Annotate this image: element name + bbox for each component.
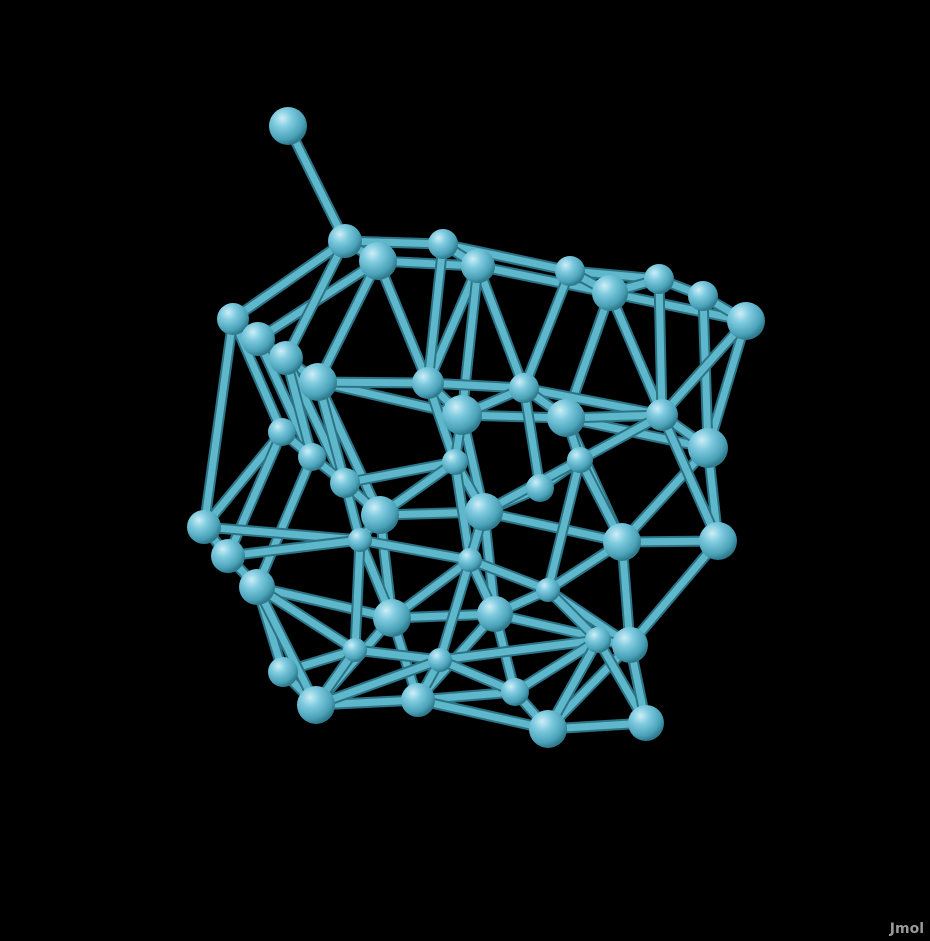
atom bbox=[477, 596, 513, 632]
atom bbox=[442, 395, 482, 435]
bond bbox=[374, 257, 432, 387]
bond bbox=[351, 536, 364, 654]
bond bbox=[436, 636, 602, 664]
atom bbox=[428, 648, 452, 672]
atom bbox=[299, 363, 337, 401]
atom bbox=[644, 264, 674, 294]
bond bbox=[436, 556, 474, 664]
atom bbox=[465, 493, 503, 531]
bond bbox=[229, 237, 349, 323]
bond bbox=[200, 315, 237, 531]
atom bbox=[217, 303, 249, 335]
atom bbox=[268, 418, 296, 446]
bond bbox=[424, 262, 482, 387]
bond bbox=[284, 122, 349, 245]
bond bbox=[439, 240, 574, 275]
bond bbox=[414, 696, 552, 733]
atom bbox=[585, 627, 611, 653]
atom bbox=[428, 229, 458, 259]
atom bbox=[603, 523, 641, 561]
atom bbox=[343, 638, 367, 662]
atom bbox=[269, 107, 307, 145]
bond bbox=[658, 317, 750, 419]
bond bbox=[224, 536, 364, 560]
atom bbox=[269, 341, 303, 375]
bond bbox=[606, 289, 750, 325]
bond bbox=[424, 379, 528, 392]
atom bbox=[592, 275, 628, 311]
bond bbox=[704, 317, 750, 452]
atom bbox=[187, 510, 221, 544]
atom bbox=[298, 443, 326, 471]
jmol-watermark: Jmol bbox=[889, 921, 924, 937]
atom bbox=[241, 322, 275, 356]
bond bbox=[520, 267, 574, 392]
bond bbox=[356, 536, 474, 564]
bond bbox=[544, 456, 584, 594]
bond bbox=[282, 354, 316, 461]
atom bbox=[612, 627, 648, 663]
bond bbox=[224, 428, 286, 560]
bond bbox=[474, 262, 614, 297]
atom bbox=[536, 578, 560, 602]
atom bbox=[509, 373, 539, 403]
atom bbox=[567, 447, 593, 473]
atom bbox=[688, 281, 718, 311]
atom bbox=[529, 710, 567, 748]
bond bbox=[314, 257, 382, 386]
atom bbox=[361, 496, 399, 534]
atom bbox=[239, 569, 275, 605]
atom bbox=[646, 399, 678, 431]
bond bbox=[511, 636, 602, 696]
atom bbox=[211, 539, 245, 573]
atom bbox=[461, 249, 495, 283]
atom bbox=[412, 367, 444, 399]
bond bbox=[282, 237, 349, 362]
atom bbox=[458, 548, 482, 572]
bond bbox=[424, 240, 447, 387]
atom bbox=[526, 474, 554, 502]
atom bbox=[699, 522, 737, 560]
atom bbox=[359, 242, 397, 280]
bond bbox=[480, 508, 626, 546]
atom bbox=[348, 528, 372, 552]
atom bbox=[688, 428, 728, 468]
bond bbox=[341, 458, 459, 487]
bond bbox=[466, 556, 552, 594]
atom bbox=[547, 399, 585, 437]
bond bbox=[618, 444, 712, 546]
bond bbox=[200, 428, 286, 531]
bond bbox=[474, 262, 528, 392]
atoms-layer bbox=[187, 107, 765, 748]
atom bbox=[297, 686, 335, 724]
atom bbox=[501, 678, 529, 706]
bond bbox=[606, 289, 666, 419]
bond bbox=[655, 275, 666, 419]
atom bbox=[442, 449, 468, 475]
bond bbox=[451, 458, 474, 564]
bond bbox=[253, 583, 320, 709]
bond bbox=[658, 411, 722, 545]
atom bbox=[268, 657, 298, 687]
atom bbox=[373, 599, 411, 637]
bond bbox=[253, 583, 396, 622]
atom bbox=[628, 705, 664, 741]
bond bbox=[351, 646, 444, 664]
atom bbox=[401, 683, 435, 717]
atom bbox=[330, 468, 360, 498]
bond bbox=[253, 583, 359, 654]
bond bbox=[626, 537, 722, 649]
bond bbox=[520, 384, 544, 492]
atom bbox=[555, 256, 585, 286]
atom bbox=[328, 224, 362, 258]
bond bbox=[312, 656, 444, 709]
bond bbox=[253, 453, 316, 591]
atom bbox=[727, 302, 765, 340]
